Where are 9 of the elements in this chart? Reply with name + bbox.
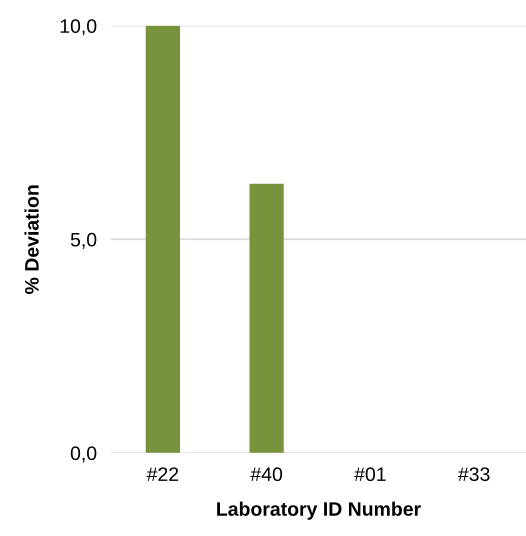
x-axis-title: Laboratory ID Number	[217, 502, 421, 520]
y-tick-label: 10,0	[60, 19, 96, 36]
x-tick-label: #01	[354, 467, 386, 482]
x-tick-label: #33	[458, 467, 490, 482]
x-tick-label: #22	[146, 467, 178, 481]
y-tick-label: 0,0	[70, 446, 96, 462]
y-tick-label: 5,0	[70, 232, 96, 249]
x-tick-label: #40	[250, 467, 282, 482]
y-axis-title: % Deviation	[24, 185, 39, 294]
